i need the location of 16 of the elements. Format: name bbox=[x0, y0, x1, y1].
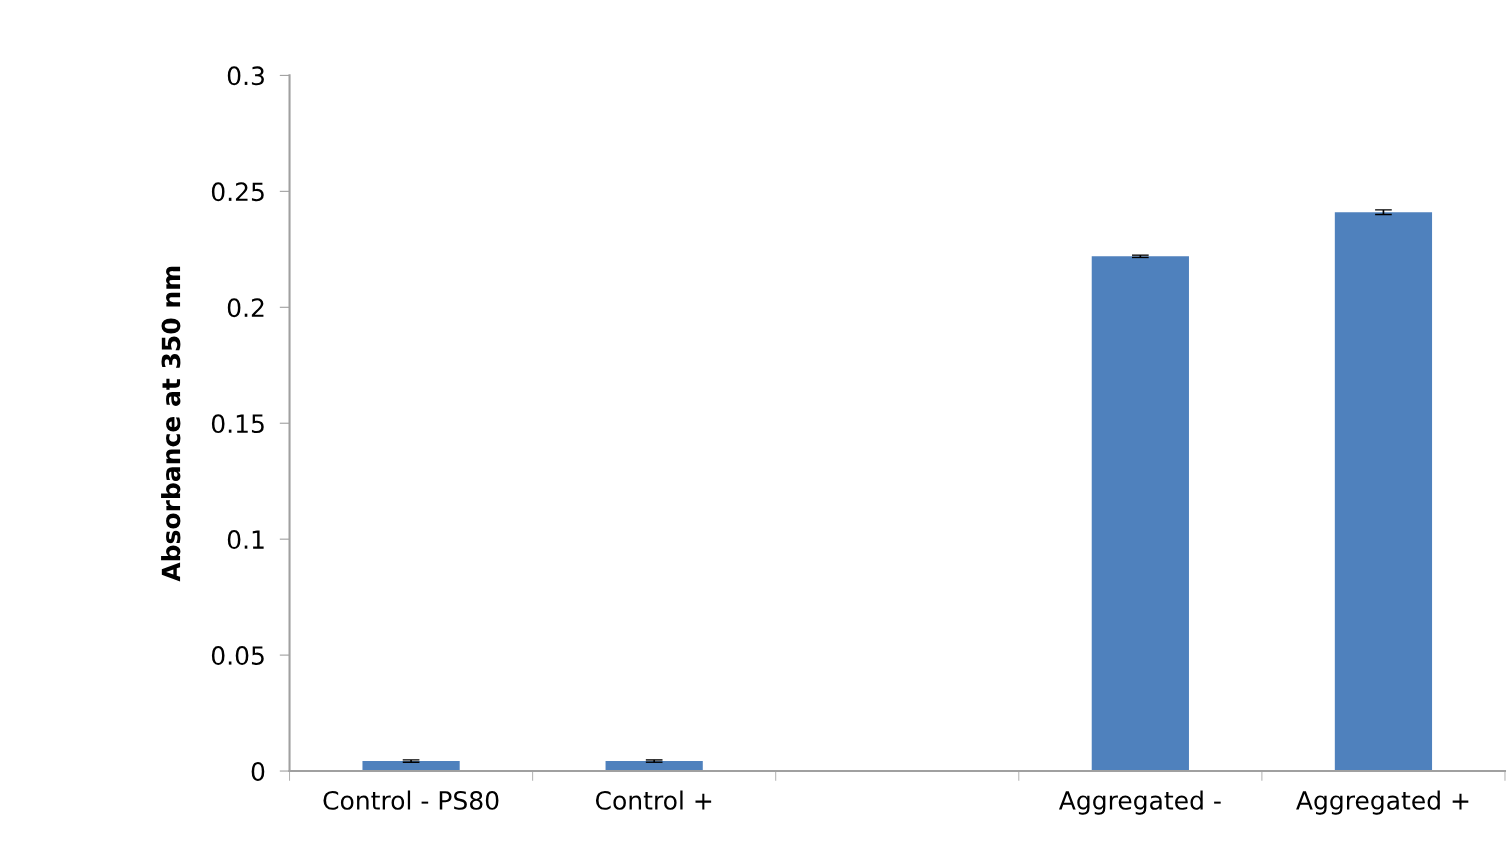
y-tick-label: 0.25 bbox=[211, 182, 264, 202]
y-axis-title: Absorbance at 350 nm bbox=[161, 266, 181, 582]
x-tick-label: Control - PS80 bbox=[323, 790, 499, 810]
x-tick-label: Control + bbox=[595, 790, 712, 810]
x-tick-label: Aggregated + bbox=[1296, 790, 1469, 815]
bar bbox=[605, 761, 703, 772]
y-tick-label: 0.3 bbox=[227, 66, 264, 86]
bar bbox=[1334, 212, 1433, 772]
y-tick-label: 0.1 bbox=[227, 530, 264, 550]
x-tick-label: Aggregated - bbox=[1058, 790, 1221, 815]
bar bbox=[362, 761, 460, 772]
y-tick-label: 0 bbox=[251, 761, 265, 781]
y-tick-label: 0.2 bbox=[227, 298, 264, 318]
y-tick-label: 0.15 bbox=[211, 414, 264, 434]
bar bbox=[1091, 256, 1189, 772]
y-tick-label: 0.05 bbox=[211, 646, 264, 665]
